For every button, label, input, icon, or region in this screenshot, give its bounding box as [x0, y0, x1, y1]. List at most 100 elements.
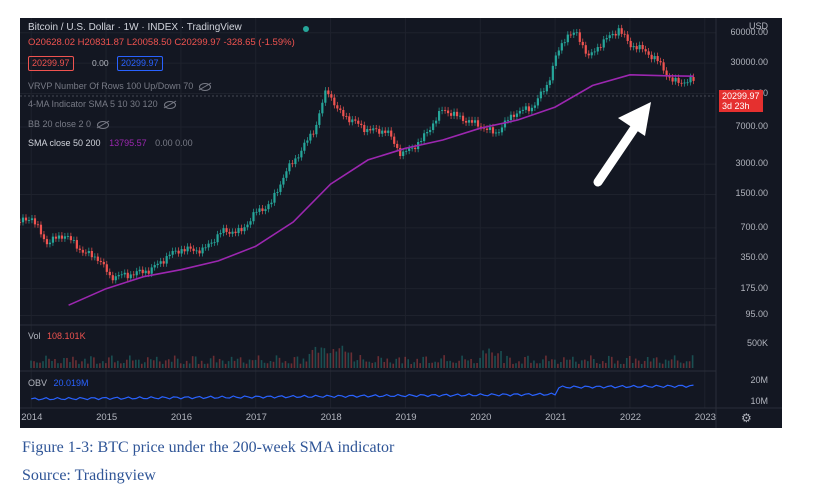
candle-body: [171, 251, 174, 255]
indicator-sma[interactable]: SMA close 50 200 13795.57 0.00 0.00: [28, 138, 193, 148]
price-tick-label: 175.00: [740, 282, 768, 293]
candle-body: [599, 47, 602, 48]
volume-bar: [75, 360, 77, 368]
volume-bar: [96, 363, 98, 368]
candle-body: [324, 90, 327, 103]
volume-bar: [146, 357, 149, 368]
candle-body: [443, 110, 447, 111]
volume-bar: [251, 360, 254, 368]
volume-bar: [449, 360, 451, 368]
volume-bar: [688, 361, 691, 368]
volume-bar: [239, 357, 242, 368]
volume-bar: [191, 356, 194, 368]
volume-bar: [386, 358, 389, 368]
volume-bar: [212, 355, 215, 368]
candle-body: [99, 260, 102, 262]
candle-body: [270, 202, 273, 205]
volume-bar: [368, 361, 371, 368]
candle-body: [258, 208, 261, 212]
volume-bar: [254, 359, 257, 368]
hidden-eye-icon[interactable]: [199, 82, 212, 91]
candle-body: [183, 249, 186, 252]
price-tick-label: 350.00: [740, 252, 768, 263]
volume-bar: [30, 360, 32, 368]
obv-value: 20.019M: [53, 378, 89, 388]
volume-bar: [374, 362, 377, 368]
candle-body: [27, 220, 31, 221]
volume-bar: [233, 360, 236, 368]
candle-body: [165, 256, 168, 264]
volume-bar: [344, 351, 347, 368]
volume-bar: [293, 357, 296, 368]
candle-body: [291, 163, 294, 165]
volume-bar: [42, 361, 44, 368]
candle-body: [491, 127, 495, 134]
volume-bar: [197, 363, 200, 368]
sell-price-box[interactable]: 20299.97: [28, 56, 74, 71]
candle-body: [449, 113, 453, 116]
candle-body: [333, 97, 336, 106]
volume-bar: [170, 361, 173, 368]
volume-bar: [362, 359, 365, 368]
candle-body: [189, 246, 192, 249]
candle-body: [402, 151, 405, 157]
volume-bar: [194, 356, 197, 368]
volume-bar: [682, 363, 685, 368]
obv-axis-label-20m: 20M: [750, 375, 768, 385]
hidden-eye-icon[interactable]: [97, 120, 110, 129]
volume-bar: [575, 361, 577, 368]
indicator-vrvp[interactable]: VRVP Number Of Rows 100 Up/Down 70: [28, 81, 212, 91]
volume-bar: [347, 352, 350, 368]
candle-body: [216, 234, 219, 243]
time-tick-label: 2015: [96, 412, 118, 423]
volume-bar: [640, 363, 643, 368]
candle-body: [273, 192, 276, 203]
buy-price-box[interactable]: 20299.97: [117, 56, 163, 71]
candle-body: [339, 108, 342, 110]
volume-bar: [78, 363, 80, 368]
candle-body: [117, 275, 120, 277]
indicator-4ma[interactable]: 4-MA Indicator SMA 5 10 30 120: [28, 99, 176, 109]
candle-body: [72, 240, 75, 241]
volume-bar: [509, 357, 511, 368]
candle-body: [375, 128, 378, 130]
candle-body: [348, 116, 351, 123]
candle-body: [623, 33, 626, 35]
candle-body: [297, 157, 300, 159]
volume-bar: [311, 349, 314, 368]
volume-bar: [461, 355, 463, 368]
volume-bar: [652, 358, 655, 368]
figure-caption: Figure 1-3: BTC price under the 200-week…: [22, 439, 395, 456]
candle-body: [126, 272, 129, 279]
candle-body: [653, 56, 656, 60]
candle-body: [168, 254, 171, 257]
hidden-eye-icon[interactable]: [163, 100, 176, 109]
candle-body: [90, 251, 93, 258]
volume-bar: [545, 355, 547, 368]
indicator-bb[interactable]: BB 20 close 2 0: [28, 119, 110, 129]
candle-body: [659, 61, 662, 63]
candle-body: [93, 256, 96, 258]
candle-body: [261, 208, 264, 212]
volume-bar: [33, 361, 35, 368]
settings-gear-icon[interactable]: ⚙: [741, 411, 752, 425]
candle-body: [414, 147, 417, 150]
candle-body: [446, 110, 450, 114]
volume-bar: [518, 361, 520, 368]
candle-body: [84, 252, 87, 254]
volume-bar: [470, 358, 472, 368]
candle-body: [300, 150, 303, 158]
bar-countdown: 3d 23h: [722, 101, 750, 111]
volume-bar: [215, 362, 218, 368]
candle-body: [680, 82, 683, 84]
candle-body: [186, 246, 189, 252]
candle-body: [69, 236, 72, 241]
volume-bar: [350, 352, 353, 368]
volume-bar: [536, 363, 538, 368]
candle-body: [360, 123, 363, 126]
volume-bar: [673, 355, 676, 368]
volume-bar: [634, 358, 637, 368]
candle-body: [162, 261, 165, 264]
candle-body: [240, 228, 243, 232]
volume-bar: [533, 360, 535, 368]
